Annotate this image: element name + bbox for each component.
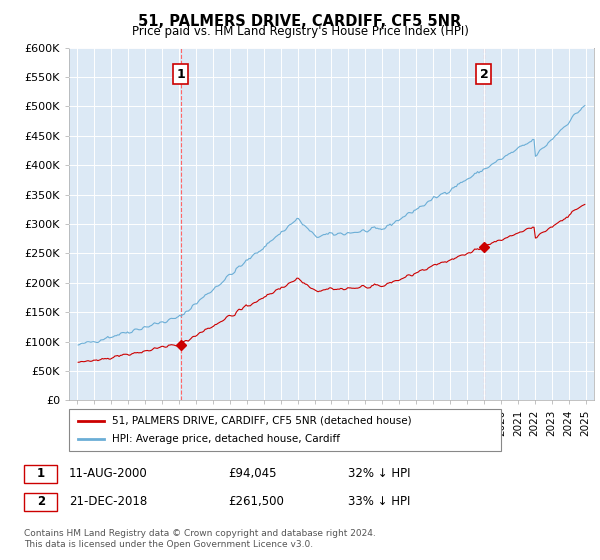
Text: HPI: Average price, detached house, Cardiff: HPI: Average price, detached house, Card… [112, 434, 340, 444]
Text: 1: 1 [37, 467, 45, 480]
Text: £94,045: £94,045 [228, 467, 277, 480]
Text: Contains HM Land Registry data © Crown copyright and database right 2024.
This d: Contains HM Land Registry data © Crown c… [24, 529, 376, 549]
Text: 11-AUG-2000: 11-AUG-2000 [69, 467, 148, 480]
Text: £261,500: £261,500 [228, 495, 284, 508]
Text: 51, PALMERS DRIVE, CARDIFF, CF5 5NR (detached house): 51, PALMERS DRIVE, CARDIFF, CF5 5NR (det… [112, 416, 412, 426]
Text: 2: 2 [479, 68, 488, 81]
Text: 1: 1 [176, 68, 185, 81]
Text: Price paid vs. HM Land Registry's House Price Index (HPI): Price paid vs. HM Land Registry's House … [131, 25, 469, 38]
Text: 21-DEC-2018: 21-DEC-2018 [69, 495, 147, 508]
Text: 2: 2 [37, 495, 45, 508]
Text: 32% ↓ HPI: 32% ↓ HPI [348, 467, 410, 480]
Text: 33% ↓ HPI: 33% ↓ HPI [348, 495, 410, 508]
Text: 51, PALMERS DRIVE, CARDIFF, CF5 5NR: 51, PALMERS DRIVE, CARDIFF, CF5 5NR [139, 14, 461, 29]
FancyBboxPatch shape [69, 409, 501, 451]
